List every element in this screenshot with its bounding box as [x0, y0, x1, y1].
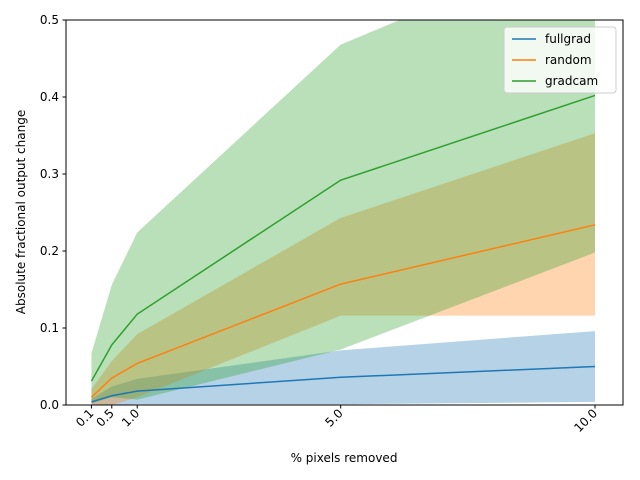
y-tick-label: 0.1 [40, 321, 59, 335]
x-axis-label: % pixels removed [291, 451, 398, 465]
fullgrad-band [91, 331, 596, 405]
fullgrad-line [91, 365, 596, 403]
gradcam-line [90, 94, 596, 382]
y-tick-label: 0.4 [40, 90, 59, 104]
random-line [90, 224, 596, 398]
x-tick-label: 1.0 [119, 406, 142, 429]
x-tick-label: 5.0 [322, 406, 345, 429]
plot-frame [65, 19, 624, 406]
legend: fullgrad random gradcam [503, 26, 617, 94]
legend-box [503, 26, 617, 94]
fullgrad-legend-label: fullgrad [545, 32, 591, 46]
x-tick-label: 0.5 [94, 406, 117, 429]
x-tick-label: 10.0 [571, 406, 600, 435]
y-tick-label: 0.2 [40, 244, 59, 258]
y-tick-label: 0.3 [40, 167, 59, 181]
y-axis-label: Absolute fractional output change [14, 110, 28, 314]
gradcam-band [91, 20, 596, 404]
y-tick-label: 0.5 [40, 13, 59, 27]
y-tick-label: 0.0 [40, 398, 59, 412]
x-tick-label: 0.1 [73, 406, 96, 429]
x-axis: 0.10.5 1.0 5.0 10.0 [73, 405, 600, 435]
y-axis: 0.0 0.1 0.2 0.3 0.4 0.5 [40, 13, 66, 412]
random-band [91, 133, 596, 405]
confidence-bands [91, 20, 596, 405]
series-lines [90, 94, 596, 403]
gradcam-legend-label: gradcam [545, 74, 598, 88]
random-legend-label: random [545, 53, 592, 67]
